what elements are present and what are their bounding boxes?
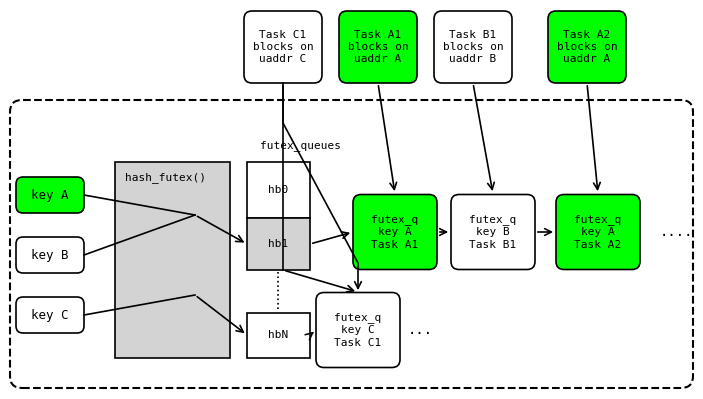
FancyBboxPatch shape: [556, 194, 640, 269]
Text: ...: ...: [408, 323, 433, 337]
FancyBboxPatch shape: [316, 292, 400, 367]
FancyBboxPatch shape: [244, 11, 322, 83]
Text: Task C1
blocks on
uaddr C: Task C1 blocks on uaddr C: [252, 30, 314, 64]
Bar: [247, 162, 310, 218]
Text: futex_q
key A
Task A1: futex_q key A Task A1: [371, 214, 418, 250]
Text: futex_queues: futex_queues: [260, 140, 341, 151]
Text: hb1: hb1: [268, 239, 288, 249]
Text: hbN: hbN: [268, 330, 288, 340]
FancyBboxPatch shape: [16, 237, 84, 273]
Text: key C: key C: [31, 308, 69, 322]
FancyBboxPatch shape: [434, 11, 512, 83]
FancyBboxPatch shape: [353, 194, 437, 269]
Text: key B: key B: [31, 249, 69, 261]
Bar: [115, 162, 230, 358]
FancyBboxPatch shape: [10, 100, 693, 388]
Text: futex_q
key B
Task B1: futex_q key B Task B1: [470, 214, 517, 250]
Text: hash_futex(): hash_futex(): [124, 172, 205, 183]
Bar: [247, 313, 310, 358]
Text: key A: key A: [31, 188, 69, 201]
FancyBboxPatch shape: [16, 297, 84, 333]
Bar: [247, 218, 310, 270]
Text: Task A2
blocks on
uaddr A: Task A2 blocks on uaddr A: [557, 30, 617, 64]
Text: futex_q
key C
Task C1: futex_q key C Task C1: [335, 312, 382, 348]
Text: ....: ....: [660, 225, 693, 239]
FancyBboxPatch shape: [16, 177, 84, 213]
Text: Task B1
blocks on
uaddr B: Task B1 blocks on uaddr B: [443, 30, 503, 64]
FancyBboxPatch shape: [548, 11, 626, 83]
FancyBboxPatch shape: [451, 194, 535, 269]
Text: futex_q
key A
Task A2: futex_q key A Task A2: [574, 214, 621, 250]
Text: Task A1
blocks on
uaddr A: Task A1 blocks on uaddr A: [347, 30, 408, 64]
Text: hb0: hb0: [268, 185, 288, 195]
FancyBboxPatch shape: [339, 11, 417, 83]
